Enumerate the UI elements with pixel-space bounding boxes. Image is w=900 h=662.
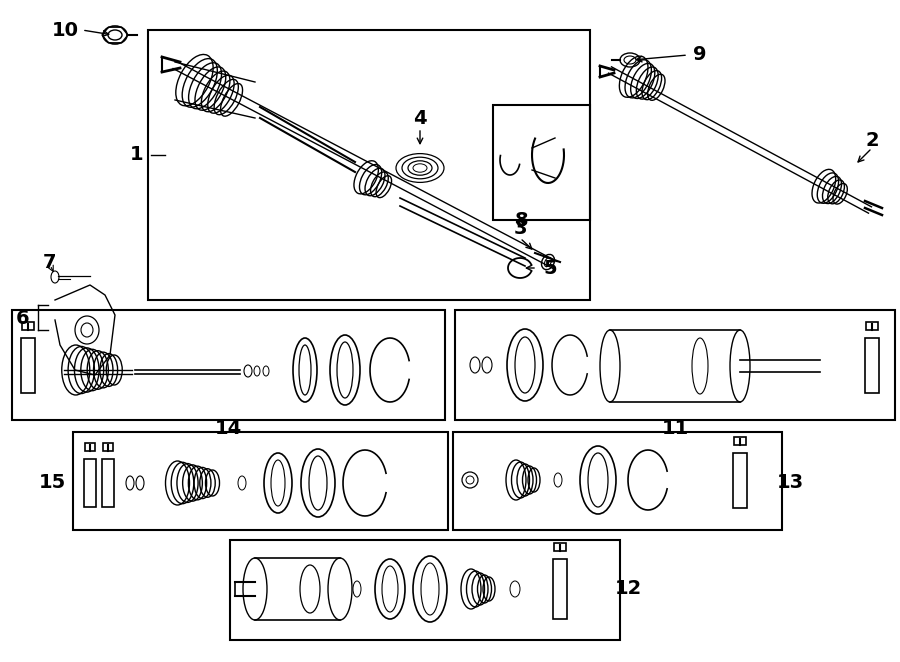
Bar xyxy=(230,540,620,640)
Bar xyxy=(733,453,747,508)
Text: 4: 4 xyxy=(413,109,427,128)
Bar xyxy=(453,432,782,530)
Bar xyxy=(86,443,94,451)
Text: 7: 7 xyxy=(43,252,57,271)
Bar xyxy=(734,436,745,444)
Bar xyxy=(21,338,35,393)
Text: 6: 6 xyxy=(16,308,30,328)
Bar xyxy=(554,543,565,551)
Bar xyxy=(102,459,114,507)
Bar xyxy=(493,105,590,220)
Text: 11: 11 xyxy=(662,418,688,438)
Text: 5: 5 xyxy=(544,258,557,277)
Text: 3: 3 xyxy=(513,218,526,238)
Bar xyxy=(553,559,567,619)
Bar xyxy=(455,310,895,420)
Text: 14: 14 xyxy=(214,418,241,438)
Bar xyxy=(22,322,33,330)
Text: 2: 2 xyxy=(865,130,878,150)
Text: 9: 9 xyxy=(693,46,706,64)
Bar xyxy=(104,443,112,451)
Text: 15: 15 xyxy=(39,473,66,493)
Text: 10: 10 xyxy=(51,21,78,40)
Bar xyxy=(73,432,448,530)
Bar xyxy=(148,30,590,300)
Text: 8: 8 xyxy=(515,211,529,230)
Bar xyxy=(867,322,877,330)
Text: 12: 12 xyxy=(615,579,642,598)
Bar xyxy=(12,310,445,420)
Bar xyxy=(84,459,96,507)
Bar xyxy=(865,338,879,393)
Text: 1: 1 xyxy=(130,146,144,164)
Text: 13: 13 xyxy=(777,473,804,493)
